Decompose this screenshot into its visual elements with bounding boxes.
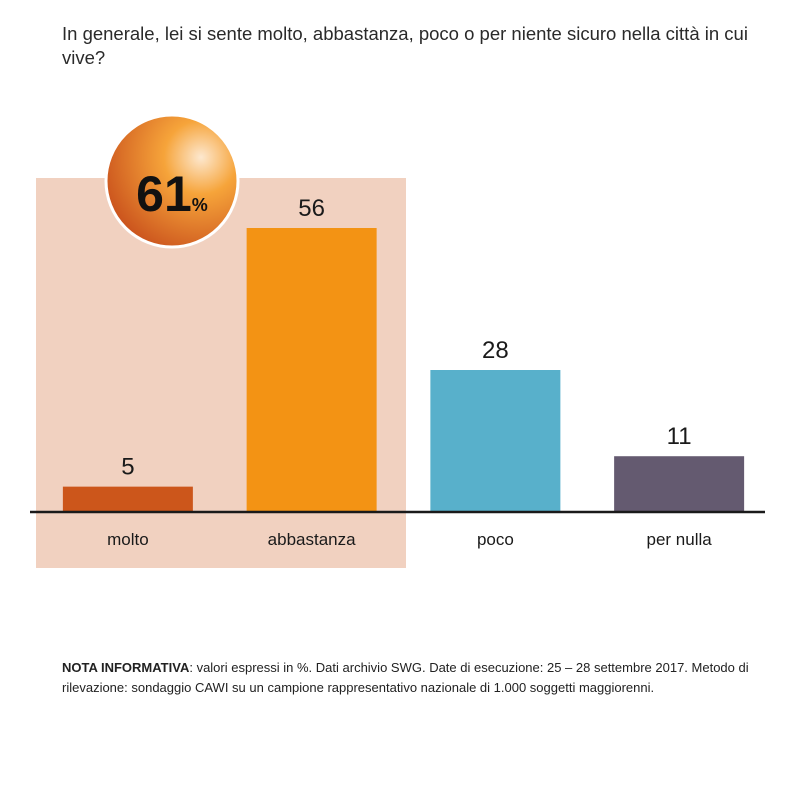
category-label-abbastanza: abbastanza xyxy=(268,530,356,549)
total-badge-circle xyxy=(104,113,240,249)
total-badge-unit: % xyxy=(192,195,208,215)
bar-abbastanza xyxy=(246,228,377,512)
bar-per-nulla xyxy=(614,456,745,512)
bar-poco xyxy=(430,370,561,512)
value-label-per-nulla: 11 xyxy=(667,423,692,450)
total-badge-label: 61% xyxy=(136,166,208,222)
value-label-poco: 28 xyxy=(482,337,509,364)
category-label-per-nulla: per nulla xyxy=(647,530,713,549)
value-label-molto: 5 xyxy=(121,454,134,481)
note-text: : valori espressi in %. Dati archivio SW… xyxy=(62,660,749,695)
informative-note: NOTA INFORMATIVA: valori espressi in %. … xyxy=(62,658,782,698)
category-label-molto: molto xyxy=(107,530,149,549)
chart-title: In generale, lei si sente molto, abbasta… xyxy=(62,23,748,68)
category-label-poco: poco xyxy=(477,530,514,549)
note-label: NOTA INFORMATIVA xyxy=(62,660,190,675)
value-label-abbastanza: 56 xyxy=(298,195,325,222)
total-badge: 61% xyxy=(104,113,240,249)
bar-molto xyxy=(62,486,193,512)
total-badge-value: 61 xyxy=(136,166,192,222)
